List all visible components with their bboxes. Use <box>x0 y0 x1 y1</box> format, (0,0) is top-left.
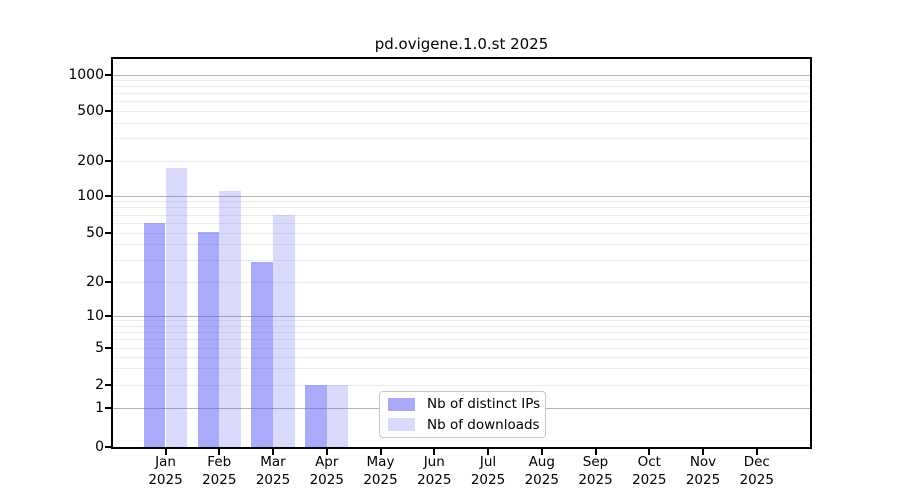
chart-title: pd.ovigene.1.0.st 2025 <box>374 35 549 53</box>
y-axis-tick <box>105 160 113 162</box>
y-axis-tick <box>105 74 113 76</box>
legend-swatch-downloads-icon <box>388 418 415 432</box>
gridline-minor <box>113 347 810 349</box>
y-axis-tick <box>105 315 113 317</box>
gridline-minor <box>113 222 810 224</box>
gridline-minor <box>113 384 810 386</box>
y-axis-tick-label: 200 <box>77 153 104 169</box>
y-axis-tick <box>105 281 113 283</box>
y-axis-tick <box>105 384 113 386</box>
y-axis-tick-label: 1 <box>95 400 104 416</box>
gridline-minor <box>113 101 810 103</box>
x-axis-tick-label: Jan 2025 <box>148 454 183 488</box>
gridline-minor <box>113 138 810 140</box>
x-axis-tick-label: Sep 2025 <box>578 454 613 488</box>
x-axis-tick <box>594 449 597 455</box>
x-axis-tick <box>433 449 436 455</box>
x-axis-tick <box>218 449 221 455</box>
y-axis-tick-label: 20 <box>86 274 104 290</box>
y-axis-tick <box>105 407 113 409</box>
x-axis-tick <box>702 449 704 455</box>
x-axis-tick <box>540 449 543 455</box>
gridline-minor <box>113 325 810 327</box>
x-axis-tick <box>325 449 328 455</box>
y-axis-tick <box>105 446 113 448</box>
y-axis-tick <box>105 195 113 197</box>
x-axis-tick-label: Dec 2025 <box>739 454 774 488</box>
x-axis-tick <box>379 449 382 455</box>
gridline-minor <box>113 110 810 112</box>
bar-distinct-ips-mar <box>251 262 273 447</box>
y-axis-tick-label: 1000 <box>68 67 104 83</box>
x-axis-tick <box>272 449 274 455</box>
x-axis-tick-label: Apr 2025 <box>309 454 344 488</box>
gridline-major <box>113 74 810 76</box>
x-axis-tick-label: Oct 2025 <box>632 454 667 488</box>
y-axis-tick-label: 500 <box>77 103 104 119</box>
gridline-minor <box>113 259 810 261</box>
gridline-minor <box>113 339 810 341</box>
gridline-minor <box>113 79 810 81</box>
x-axis-tick <box>648 449 651 455</box>
y-axis-tick-label: 50 <box>86 225 104 241</box>
gridline-minor <box>113 214 810 216</box>
x-axis-tick <box>755 449 758 455</box>
gridline-minor <box>113 201 810 203</box>
gridline-minor <box>113 160 810 162</box>
gridline-minor <box>113 93 810 95</box>
bar-downloads-jan <box>165 167 188 447</box>
bar-distinct-ips-apr <box>305 385 327 447</box>
y-axis-tick-label: 100 <box>77 188 104 204</box>
gridline-major <box>113 195 810 197</box>
legend-item-downloads: Nb of downloads <box>380 417 545 433</box>
x-axis-tick-label: Jun 2025 <box>417 454 452 488</box>
gridline-minor <box>113 281 810 283</box>
gridline-minor <box>113 356 810 358</box>
gridline-minor <box>113 122 810 124</box>
x-axis-tick-label: Nov 2025 <box>685 454 721 488</box>
bar-distinct-ips-jan <box>143 223 166 447</box>
y-axis-tick-label: 0 <box>95 439 104 455</box>
y-axis-tick <box>105 232 113 234</box>
gridline-minor <box>113 368 810 370</box>
legend: Nb of distinct IPs Nb of downloads <box>379 391 546 438</box>
gridline-minor <box>113 207 810 209</box>
legend-item-distinct-ips: Nb of distinct IPs <box>380 396 545 412</box>
legend-swatch-distinct-ips-icon <box>388 397 415 411</box>
bar-distinct-ips-feb <box>197 231 220 447</box>
x-axis-tick-label: Aug 2025 <box>524 454 559 488</box>
y-axis-tick-label: 2 <box>95 377 104 393</box>
gridline-minor <box>113 86 810 88</box>
x-axis-tick-label: Jul 2025 <box>470 454 506 488</box>
x-axis-tick-label: Feb 2025 <box>202 454 237 488</box>
gridline-minor <box>113 232 810 234</box>
gridline-minor <box>113 331 810 333</box>
bar-downloads-feb <box>219 191 241 447</box>
y-axis-tick <box>105 110 113 112</box>
bar-downloads-apr <box>326 385 349 447</box>
y-axis-tick-label: 5 <box>95 340 104 356</box>
x-axis-tick-label: May 2025 <box>363 454 398 488</box>
legend-label-downloads: Nb of downloads <box>427 416 540 433</box>
x-axis-tick <box>164 449 167 455</box>
x-axis-tick <box>487 449 489 455</box>
gridline-major <box>113 315 810 317</box>
gridline-minor <box>113 244 810 246</box>
x-axis-tick-label: Mar 2025 <box>255 454 291 488</box>
y-axis-tick-label: 10 <box>86 308 104 324</box>
bar-downloads-mar <box>273 215 295 447</box>
gridline-minor <box>113 320 810 322</box>
y-axis-tick <box>105 347 113 349</box>
legend-label-distinct-ips: Nb of distinct IPs <box>427 396 541 413</box>
